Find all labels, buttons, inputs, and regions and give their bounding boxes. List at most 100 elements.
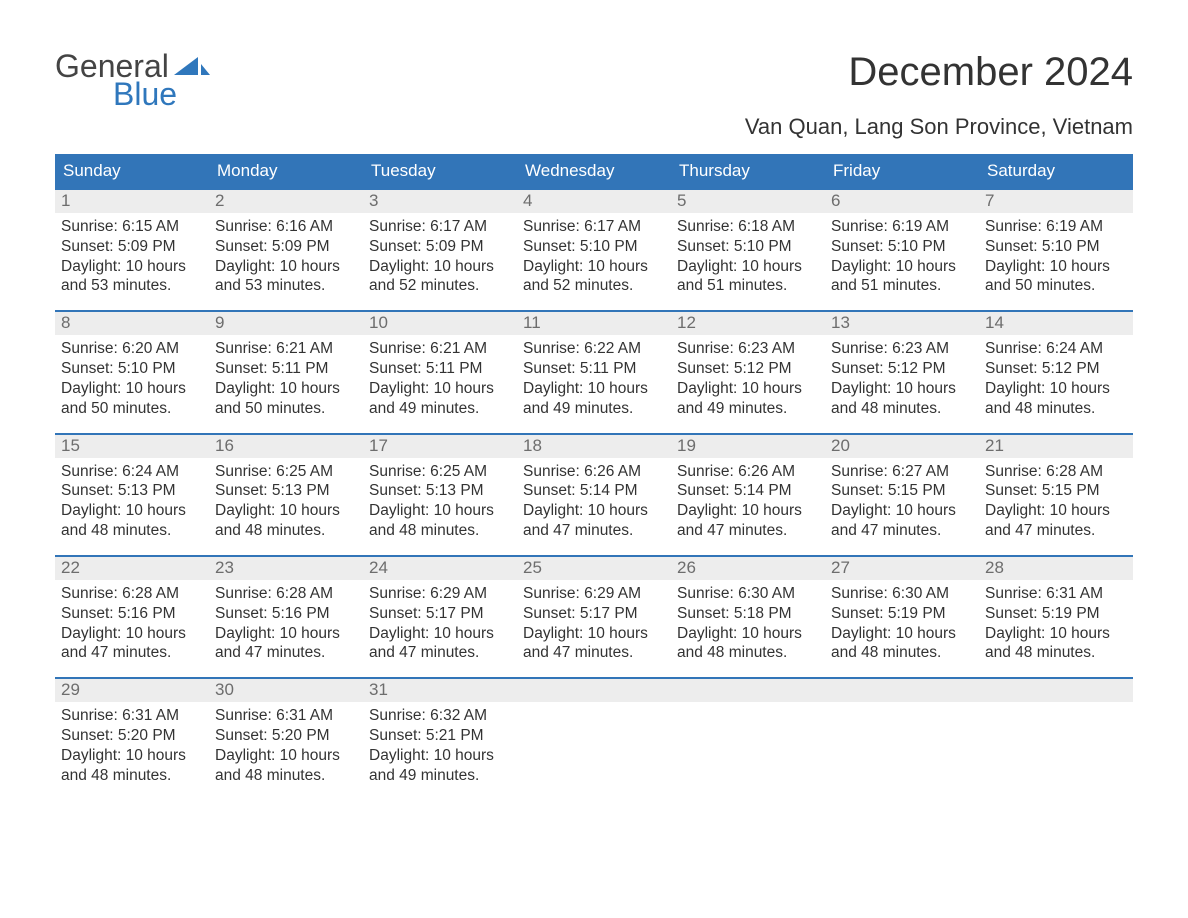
info-line-daylight2: and 50 minutes. <box>215 399 357 419</box>
info-line-sunset: Sunset: 5:10 PM <box>61 359 203 379</box>
info-line-daylight1: Daylight: 10 hours <box>61 624 203 644</box>
day-cell: 16Sunrise: 6:25 AMSunset: 5:13 PMDayligh… <box>209 435 363 541</box>
info-line-daylight2: and 48 minutes. <box>831 399 973 419</box>
day-info: Sunrise: 6:24 AMSunset: 5:12 PMDaylight:… <box>979 335 1133 418</box>
info-line-daylight2: and 47 minutes. <box>677 521 819 541</box>
day-number: 24 <box>363 557 517 580</box>
day-cell: 29Sunrise: 6:31 AMSunset: 5:20 PMDayligh… <box>55 679 209 785</box>
info-line-daylight2: and 48 minutes. <box>985 399 1127 419</box>
day-cell: 8Sunrise: 6:20 AMSunset: 5:10 PMDaylight… <box>55 312 209 418</box>
day-info: Sunrise: 6:22 AMSunset: 5:11 PMDaylight:… <box>517 335 671 418</box>
day-cell: 23Sunrise: 6:28 AMSunset: 5:16 PMDayligh… <box>209 557 363 663</box>
day-info: Sunrise: 6:20 AMSunset: 5:10 PMDaylight:… <box>55 335 209 418</box>
day-number: 18 <box>517 435 671 458</box>
info-line-daylight2: and 48 minutes. <box>677 643 819 663</box>
info-line-sunrise: Sunrise: 6:23 AM <box>831 339 973 359</box>
info-line-daylight1: Daylight: 10 hours <box>523 501 665 521</box>
day-cell: 31Sunrise: 6:32 AMSunset: 5:21 PMDayligh… <box>363 679 517 785</box>
logo: General Blue <box>55 50 212 110</box>
day-info: Sunrise: 6:17 AMSunset: 5:09 PMDaylight:… <box>363 213 517 296</box>
day-info: Sunrise: 6:31 AMSunset: 5:20 PMDaylight:… <box>209 702 363 785</box>
day-cell <box>825 679 979 785</box>
info-line-sunrise: Sunrise: 6:21 AM <box>215 339 357 359</box>
info-line-sunset: Sunset: 5:14 PM <box>523 481 665 501</box>
week-row: 1Sunrise: 6:15 AMSunset: 5:09 PMDaylight… <box>55 188 1133 296</box>
info-line-daylight1: Daylight: 10 hours <box>831 501 973 521</box>
week-row: 22Sunrise: 6:28 AMSunset: 5:16 PMDayligh… <box>55 555 1133 663</box>
day-info: Sunrise: 6:30 AMSunset: 5:18 PMDaylight:… <box>671 580 825 663</box>
info-line-sunset: Sunset: 5:09 PM <box>61 237 203 257</box>
day-number: 5 <box>671 190 825 213</box>
day-info: Sunrise: 6:31 AMSunset: 5:19 PMDaylight:… <box>979 580 1133 663</box>
day-info: Sunrise: 6:28 AMSunset: 5:16 PMDaylight:… <box>209 580 363 663</box>
day-number: 29 <box>55 679 209 702</box>
info-line-daylight2: and 47 minutes. <box>61 643 203 663</box>
day-info: Sunrise: 6:23 AMSunset: 5:12 PMDaylight:… <box>825 335 979 418</box>
day-cell: 9Sunrise: 6:21 AMSunset: 5:11 PMDaylight… <box>209 312 363 418</box>
calendar: Sunday Monday Tuesday Wednesday Thursday… <box>55 154 1133 786</box>
day-info: Sunrise: 6:28 AMSunset: 5:15 PMDaylight:… <box>979 458 1133 541</box>
info-line-daylight2: and 50 minutes. <box>61 399 203 419</box>
day-cell: 15Sunrise: 6:24 AMSunset: 5:13 PMDayligh… <box>55 435 209 541</box>
day-cell: 25Sunrise: 6:29 AMSunset: 5:17 PMDayligh… <box>517 557 671 663</box>
day-number-empty <box>517 679 671 702</box>
day-info: Sunrise: 6:26 AMSunset: 5:14 PMDaylight:… <box>517 458 671 541</box>
info-line-sunrise: Sunrise: 6:19 AM <box>831 217 973 237</box>
day-number: 22 <box>55 557 209 580</box>
day-cell: 21Sunrise: 6:28 AMSunset: 5:15 PMDayligh… <box>979 435 1133 541</box>
day-info: Sunrise: 6:24 AMSunset: 5:13 PMDaylight:… <box>55 458 209 541</box>
logo-text-blue: Blue <box>55 78 212 110</box>
info-line-daylight2: and 48 minutes. <box>831 643 973 663</box>
info-line-daylight1: Daylight: 10 hours <box>523 257 665 277</box>
info-line-daylight1: Daylight: 10 hours <box>831 624 973 644</box>
info-line-sunrise: Sunrise: 6:19 AM <box>985 217 1127 237</box>
day-number: 28 <box>979 557 1133 580</box>
info-line-daylight1: Daylight: 10 hours <box>215 257 357 277</box>
weeks-container: 1Sunrise: 6:15 AMSunset: 5:09 PMDaylight… <box>55 188 1133 786</box>
info-line-daylight1: Daylight: 10 hours <box>677 257 819 277</box>
info-line-sunset: Sunset: 5:17 PM <box>369 604 511 624</box>
info-line-daylight2: and 47 minutes. <box>831 521 973 541</box>
info-line-sunset: Sunset: 5:20 PM <box>61 726 203 746</box>
info-line-sunset: Sunset: 5:15 PM <box>831 481 973 501</box>
info-line-daylight2: and 52 minutes. <box>523 276 665 296</box>
day-info: Sunrise: 6:18 AMSunset: 5:10 PMDaylight:… <box>671 213 825 296</box>
day-cell: 12Sunrise: 6:23 AMSunset: 5:12 PMDayligh… <box>671 312 825 418</box>
info-line-daylight1: Daylight: 10 hours <box>831 379 973 399</box>
info-line-daylight2: and 48 minutes. <box>215 766 357 786</box>
location-subtitle: Van Quan, Lang Son Province, Vietnam <box>55 114 1133 140</box>
dayname-sat: Saturday <box>979 154 1133 188</box>
dayname-sun: Sunday <box>55 154 209 188</box>
info-line-sunrise: Sunrise: 6:24 AM <box>61 462 203 482</box>
day-info: Sunrise: 6:25 AMSunset: 5:13 PMDaylight:… <box>363 458 517 541</box>
day-info: Sunrise: 6:30 AMSunset: 5:19 PMDaylight:… <box>825 580 979 663</box>
info-line-sunset: Sunset: 5:20 PM <box>215 726 357 746</box>
info-line-sunrise: Sunrise: 6:28 AM <box>985 462 1127 482</box>
info-line-sunset: Sunset: 5:18 PM <box>677 604 819 624</box>
day-cell <box>517 679 671 785</box>
info-line-daylight2: and 52 minutes. <box>369 276 511 296</box>
info-line-sunset: Sunset: 5:12 PM <box>831 359 973 379</box>
info-line-sunset: Sunset: 5:12 PM <box>985 359 1127 379</box>
day-number: 23 <box>209 557 363 580</box>
info-line-sunrise: Sunrise: 6:17 AM <box>369 217 511 237</box>
day-cell: 13Sunrise: 6:23 AMSunset: 5:12 PMDayligh… <box>825 312 979 418</box>
week-row: 8Sunrise: 6:20 AMSunset: 5:10 PMDaylight… <box>55 310 1133 418</box>
info-line-daylight2: and 48 minutes. <box>61 521 203 541</box>
info-line-sunrise: Sunrise: 6:30 AM <box>677 584 819 604</box>
info-line-daylight1: Daylight: 10 hours <box>61 501 203 521</box>
info-line-sunrise: Sunrise: 6:25 AM <box>369 462 511 482</box>
info-line-daylight2: and 53 minutes. <box>61 276 203 296</box>
info-line-sunrise: Sunrise: 6:23 AM <box>677 339 819 359</box>
info-line-sunrise: Sunrise: 6:31 AM <box>985 584 1127 604</box>
info-line-sunrise: Sunrise: 6:32 AM <box>369 706 511 726</box>
info-line-sunset: Sunset: 5:12 PM <box>677 359 819 379</box>
info-line-daylight1: Daylight: 10 hours <box>985 624 1127 644</box>
info-line-sunset: Sunset: 5:19 PM <box>985 604 1127 624</box>
info-line-sunset: Sunset: 5:19 PM <box>831 604 973 624</box>
info-line-daylight2: and 50 minutes. <box>985 276 1127 296</box>
info-line-sunset: Sunset: 5:10 PM <box>985 237 1127 257</box>
day-info: Sunrise: 6:19 AMSunset: 5:10 PMDaylight:… <box>979 213 1133 296</box>
day-cell: 22Sunrise: 6:28 AMSunset: 5:16 PMDayligh… <box>55 557 209 663</box>
day-cell: 14Sunrise: 6:24 AMSunset: 5:12 PMDayligh… <box>979 312 1133 418</box>
